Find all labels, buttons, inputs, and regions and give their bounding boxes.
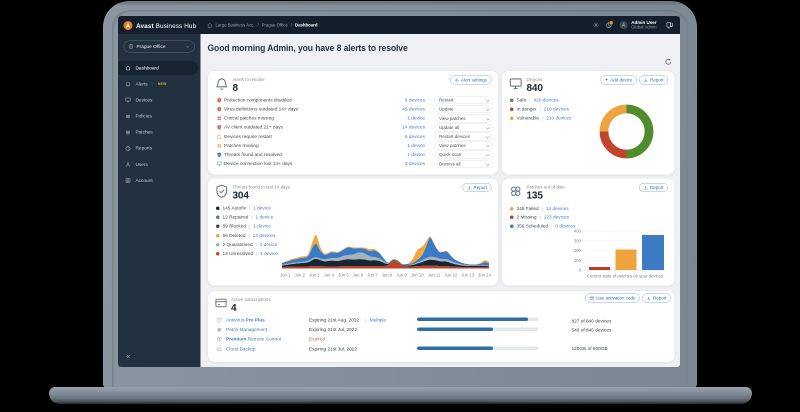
svg-text:0: 0 [579,268,582,273]
svg-text:400: 400 [574,230,582,234]
svg-text:300: 300 [574,238,582,243]
svg-text:100: 100 [574,258,582,263]
svg-text:200: 200 [574,248,582,253]
